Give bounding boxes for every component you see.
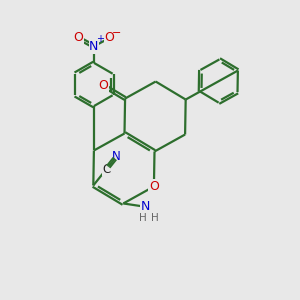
Text: O: O [105,32,114,44]
Text: N: N [112,150,121,163]
Text: O: O [74,32,83,44]
Text: +: + [96,34,104,44]
Text: H: H [139,213,146,223]
Text: O: O [98,79,108,92]
Text: N: N [89,40,99,53]
Text: H: H [151,213,158,223]
Text: −: − [112,28,122,38]
Text: O: O [149,180,159,193]
Text: N: N [141,200,150,213]
Text: C: C [102,163,111,176]
